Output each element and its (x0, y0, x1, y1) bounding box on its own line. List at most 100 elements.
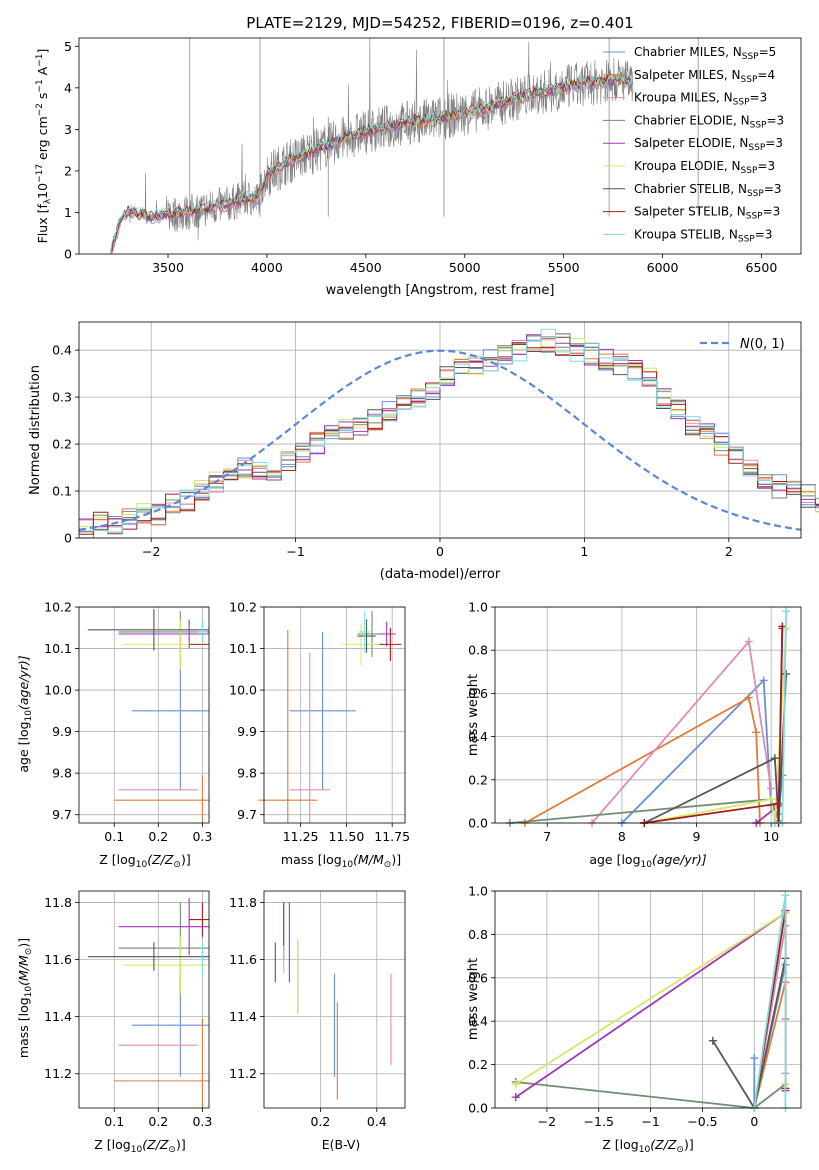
y-tick-label: 0.4 (468, 1014, 488, 1029)
weight-line (644, 628, 787, 824)
x-tick-label: 0.4 (367, 1114, 387, 1129)
weight-line (643, 673, 787, 824)
label-part: =3 (755, 227, 773, 241)
y-tick-label: 11.2 (229, 1066, 257, 1081)
label-part: erg cm (35, 116, 50, 164)
label-part: Chabrier MILES, N (634, 45, 742, 59)
axes-frame (494, 606, 802, 824)
label-part: ⊙ (168, 1145, 176, 1155)
histogram-step (79, 333, 819, 539)
y-tick-label: 0 (64, 531, 72, 546)
label-part: mass [log (281, 852, 342, 867)
x-axis-label: Z [log10(Z/Z⊙)] (99, 852, 190, 870)
legend-label: N(0, 1) (740, 337, 785, 352)
y-tick-label: 11.4 (229, 1009, 257, 1024)
y-axis-label: Normed distribution (28, 365, 43, 495)
label-part: (Z/Z (650, 1137, 677, 1152)
label-part: s (35, 93, 50, 104)
legend-label: Kroupa MILES, NSSP=3 (634, 91, 767, 108)
y-tick-label: 0.0 (468, 1101, 488, 1116)
y-tick-label: 9.9 (52, 724, 72, 739)
model-line (110, 76, 634, 255)
label-part: age [log (589, 852, 640, 867)
y-tick-label: 11.8 (229, 895, 257, 910)
y-tick-label: 9.7 (52, 807, 72, 822)
y-tick-label: 0.8 (468, 927, 488, 942)
y-tick-label: 1 (64, 205, 72, 220)
plot-area (505, 607, 791, 827)
spectrum-data-line (110, 37, 634, 255)
y-tick-label: 11.6 (44, 952, 72, 967)
model-line (110, 73, 634, 252)
weight-marker (752, 728, 761, 737)
x-tick-label: −2 (538, 1114, 556, 1129)
y-axis-label: age [log10(age/yr)] (16, 655, 34, 772)
y-tick-label: 10.1 (229, 641, 257, 656)
label-part: =3 (757, 159, 775, 173)
legend-label: Salpeter STELIB, NSSP=3 (634, 205, 780, 222)
legend-label: Chabrier STELIB, NSSP=3 (634, 182, 782, 199)
x-tick-label: 10 (763, 829, 779, 844)
label-part: )] (684, 1137, 694, 1152)
weight-marker (770, 754, 779, 763)
label-part: 10 (131, 1145, 143, 1155)
plot-area (87, 898, 209, 1108)
axes-z-weight: −2 −1.5 −1 −0.5 0 0.0 0.2 0.4 0.6 0.8 1.0 (468, 884, 802, 1129)
weight-marker (511, 1080, 520, 1089)
label-part: (M/M (16, 955, 31, 986)
weight-line (644, 626, 784, 824)
weight-marker (767, 784, 776, 793)
model-line (110, 71, 634, 255)
label-part: =3 (763, 205, 781, 219)
y-tick-label: 0.2 (52, 437, 72, 452)
x-axis-label: Z [log10(Z/Z⊙)] (602, 1137, 693, 1155)
y-axis-label: mass [log10(M/M⊙)] (16, 938, 34, 1058)
x-tick-label: −1.5 (584, 1114, 614, 1129)
label-part: Z [log (94, 1137, 130, 1152)
label-part: ⊙ (676, 1145, 684, 1155)
histogram-step (79, 328, 819, 534)
x-tick-label: 11.50 (329, 829, 365, 844)
axes-age-weight: 7 8 9 10 0.0 0.2 0.4 0.6 0.8 1.0 (468, 600, 802, 844)
label-part: =4 (757, 68, 775, 82)
y-tick-label: 0.6 (468, 686, 488, 701)
label-part: )] (181, 852, 191, 867)
axes-z-mass: 0.1 0.2 0.3 11.2 11.4 11.6 11.8 (44, 890, 212, 1129)
label-part: ⊙ (173, 860, 181, 870)
label-part: =3 (750, 91, 768, 105)
label-part: )] (16, 938, 31, 948)
label-part: SSP (747, 189, 764, 199)
y-tick-label: 9.7 (237, 807, 257, 822)
y-tick-label: 0.2 (468, 772, 488, 787)
plot-area (87, 609, 209, 823)
label-part: 10 (24, 986, 34, 998)
x-tick-label: 9 (693, 829, 701, 844)
x-axis-label: (data-model)/error (380, 567, 501, 582)
label-part: ⊙ (384, 860, 392, 870)
label-part: −2 (35, 103, 45, 116)
legend-label: Chabrier MILES, NSSP=5 (634, 45, 776, 62)
y-tick-label: 11.2 (44, 1066, 72, 1081)
label-part: SSP (741, 166, 758, 176)
y-tick-label: 9.8 (237, 766, 257, 781)
y-tick-label: 0 (64, 247, 72, 262)
x-tick-label: 0.2 (310, 1114, 330, 1129)
label-part: Salpeter ELODIE, N (634, 136, 748, 150)
x-tick-label: −0.5 (687, 1114, 717, 1129)
y-tick-label: 2 (64, 163, 72, 178)
x-tick-label: 2 (725, 544, 733, 559)
weight-line (591, 639, 772, 824)
histogram-step (79, 335, 819, 526)
label-part: Z [log (602, 1137, 638, 1152)
axes-z-age: 0.1 0.2 0.3 9.7 9.8 9.9 10.0 10.1 10.2 (44, 600, 212, 845)
label-part: SSP (746, 212, 763, 222)
x-tick-label: 5000 (449, 260, 481, 275)
label-part: =3 (766, 113, 784, 127)
weight-marker (708, 1036, 717, 1045)
y-tick-label: 3 (64, 122, 72, 137)
histogram-step (79, 336, 819, 533)
x-tick-label: −1 (286, 544, 304, 559)
label-part: (age/yr)] (652, 852, 707, 867)
label-part: N (740, 337, 750, 352)
